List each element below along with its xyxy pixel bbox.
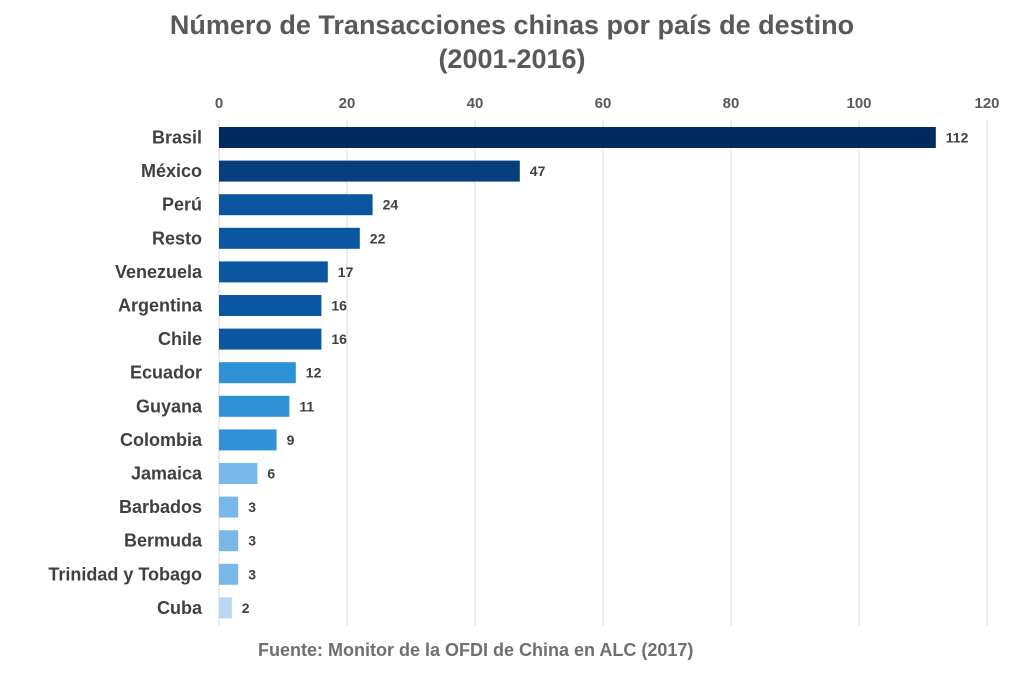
data-label: 3 <box>248 499 256 515</box>
chart-subtitle: (2001-2016) <box>438 44 586 74</box>
data-label: 2 <box>242 600 250 616</box>
category-label: Resto <box>152 228 202 248</box>
data-label: 6 <box>267 466 275 482</box>
category-label: Venezuela <box>115 262 203 282</box>
bar <box>219 530 239 552</box>
data-label: 24 <box>383 197 399 213</box>
bar <box>219 227 360 249</box>
data-label: 16 <box>331 331 347 347</box>
x-tick-label: 100 <box>846 95 871 112</box>
data-label: 16 <box>331 298 347 314</box>
data-label: 11 <box>299 398 314 414</box>
data-label: 9 <box>287 432 295 448</box>
bar <box>219 429 277 451</box>
category-label: Trinidad y Tobago <box>48 564 202 584</box>
bar <box>219 160 520 182</box>
category-label: Brasil <box>152 128 202 148</box>
category-label: Ecuador <box>130 363 202 383</box>
bar <box>219 563 239 585</box>
source-note: Fuente: Monitor de la OFDI de China en A… <box>258 640 694 660</box>
bar <box>219 194 373 216</box>
bar <box>219 127 936 148</box>
bar <box>219 395 290 417</box>
x-tick-label: 80 <box>723 95 740 112</box>
chart-title-block: Número de Transacciones chinas por país … <box>0 8 1024 76</box>
bar <box>219 328 322 350</box>
chart-title: Número de Transacciones chinas por país … <box>169 10 855 40</box>
category-label: Argentina <box>118 296 203 316</box>
category-label: Guyana <box>136 396 203 416</box>
bar <box>219 295 322 316</box>
category-label: Bermuda <box>124 531 203 551</box>
category-label: Barbados <box>119 497 202 517</box>
data-label: 12 <box>306 365 322 381</box>
category-label: Colombia <box>120 430 203 450</box>
category-label: Jamaica <box>131 464 203 484</box>
data-label: 112 <box>946 130 969 146</box>
category-label: México <box>141 161 202 181</box>
category-label: Cuba <box>157 598 203 618</box>
x-tick-label: 60 <box>595 95 612 112</box>
category-label: Perú <box>162 195 202 215</box>
data-label: 3 <box>248 566 256 582</box>
bar <box>219 463 258 484</box>
bar <box>219 362 296 384</box>
category-label: Chile <box>158 329 202 349</box>
data-label: 22 <box>370 230 386 246</box>
x-tick-label: 120 <box>974 95 999 112</box>
bar <box>219 261 328 283</box>
x-tick-label: 40 <box>467 95 484 112</box>
data-label: 3 <box>248 533 256 549</box>
bar <box>219 597 232 619</box>
data-label: 47 <box>530 163 546 179</box>
x-tick-label: 20 <box>339 95 356 112</box>
x-tick-label: 0 <box>215 95 223 112</box>
bar <box>219 496 239 518</box>
data-label: 17 <box>338 264 354 280</box>
